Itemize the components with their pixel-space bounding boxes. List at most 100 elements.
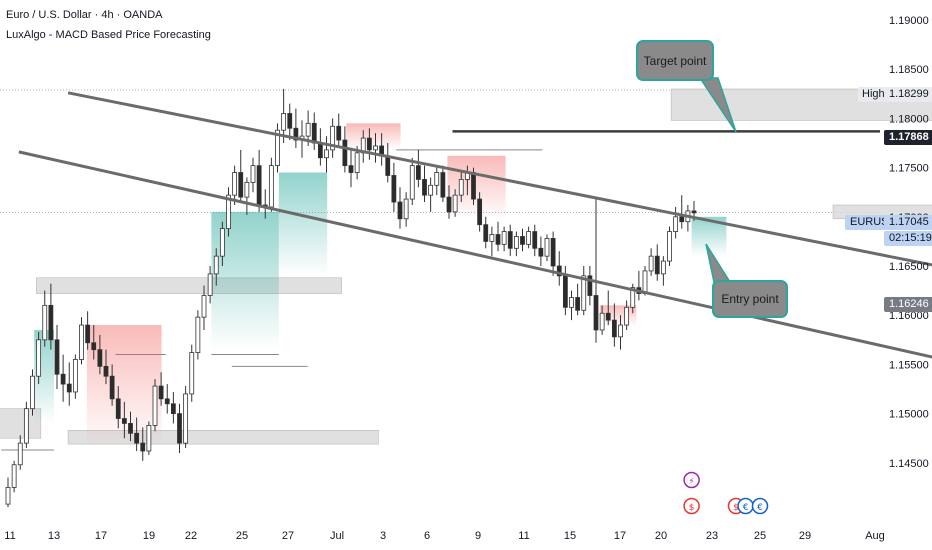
candle-body — [366, 137, 372, 151]
candle-body — [550, 238, 556, 267]
candle-body — [170, 403, 176, 415]
candle — [575, 283, 581, 316]
candle-body — [109, 375, 115, 400]
supply-demand-zones — [0, 88, 932, 451]
candle-body — [268, 165, 274, 208]
candle — [115, 386, 121, 429]
candle-body — [654, 255, 660, 275]
candle-body — [513, 236, 519, 249]
candle — [550, 231, 556, 276]
price-tick-label: 1.16000 — [889, 310, 929, 322]
trend-lines: ⚡ $ $ € € — [18, 77, 932, 515]
candle-body — [330, 125, 336, 151]
channel-lower-line — [18, 150, 932, 359]
candle-body — [121, 418, 127, 424]
candle-body — [219, 228, 225, 257]
candle — [128, 411, 133, 442]
candle — [452, 189, 458, 217]
time-tick-label: 17 — [614, 530, 626, 542]
candle — [183, 386, 189, 449]
candle-body — [207, 273, 213, 296]
candle-body — [611, 319, 617, 338]
candle — [195, 310, 201, 360]
candle — [618, 315, 623, 350]
candle-body — [648, 255, 654, 272]
candle — [409, 157, 415, 205]
candle-body — [422, 179, 427, 196]
candle — [330, 118, 336, 158]
forecast-shading — [346, 123, 401, 148]
candle — [311, 112, 317, 150]
candle-body — [538, 247, 544, 257]
candle-body — [385, 155, 391, 176]
high-price-badge: 1.18299 — [884, 87, 932, 102]
candle — [158, 372, 164, 406]
candle-body — [238, 172, 244, 198]
candle — [587, 266, 593, 306]
candle-body — [556, 265, 562, 277]
candle — [5, 477, 11, 508]
candle-body — [489, 234, 495, 242]
time-tick-label: 15 — [564, 530, 576, 542]
candle — [654, 244, 660, 281]
candle — [507, 224, 513, 257]
candle-body — [354, 152, 360, 173]
price-tick-label: 1.18500 — [889, 64, 929, 76]
price-tick-label: 1.19000 — [889, 15, 929, 27]
candle — [121, 401, 127, 439]
candle — [348, 147, 354, 188]
candle-body — [679, 216, 685, 223]
price-tick-label: 1.15000 — [889, 409, 929, 421]
candle-body — [140, 442, 146, 452]
target-point-label: Target point — [643, 53, 707, 68]
candle — [256, 149, 262, 212]
economic-event-glyph: $ — [689, 503, 695, 513]
time-tick-label: 3 — [380, 530, 386, 542]
candle — [660, 256, 666, 286]
candle — [60, 354, 66, 402]
candle — [250, 157, 256, 193]
price-tick-label: 1.17500 — [889, 163, 929, 175]
candle — [569, 290, 574, 321]
candle — [336, 113, 342, 148]
candle — [685, 204, 691, 232]
candle — [599, 305, 605, 335]
economic-event-icon — [751, 497, 769, 515]
candle-body — [605, 312, 611, 321]
candle-body — [30, 375, 35, 410]
candle-body — [562, 275, 568, 308]
time-tick-label: 22 — [185, 530, 197, 542]
candle — [513, 231, 519, 257]
candle-body — [281, 113, 287, 131]
time-tick-label: 11 — [518, 530, 529, 542]
candle — [103, 349, 109, 385]
candle — [91, 325, 97, 360]
target-point-callout[interactable]: Target point — [636, 40, 714, 81]
candle — [611, 303, 617, 347]
candle — [232, 165, 238, 205]
time-tick-label: 25 — [236, 530, 248, 542]
time-tick-label: 27 — [282, 530, 294, 542]
candle-body — [593, 295, 599, 331]
time-tick-label: 11 — [4, 530, 15, 542]
candle-body — [409, 165, 415, 200]
indicator-title: LuxAlgo - MACD Based Price Forecasting — [6, 29, 211, 41]
candle-body — [164, 398, 170, 405]
time-tick-label: 23 — [706, 530, 718, 542]
entry-point-callout[interactable]: Entry point — [712, 280, 788, 318]
support-price-badge: 1.16246 — [884, 297, 932, 312]
candle-body — [342, 139, 348, 167]
candle — [324, 136, 329, 173]
entry-point-label: Entry point — [721, 292, 779, 306]
candle-body — [17, 442, 23, 466]
candle-body — [483, 224, 489, 242]
candle — [385, 143, 391, 183]
candle — [293, 108, 299, 148]
candle — [36, 331, 42, 385]
time-tick-label: 20 — [655, 530, 667, 542]
candle-body — [587, 275, 593, 296]
candle — [440, 165, 446, 203]
candle — [72, 354, 78, 399]
candle — [17, 435, 23, 470]
